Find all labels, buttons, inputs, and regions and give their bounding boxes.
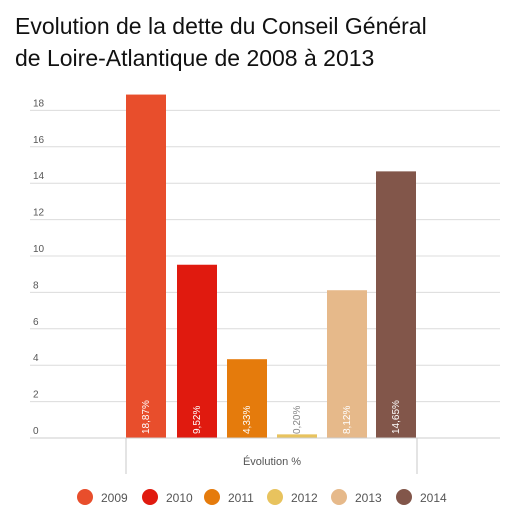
- chart-title-line-2: de Loire-Atlantique de 2008 à 2013: [15, 45, 375, 71]
- legend-swatch: [267, 489, 283, 505]
- y-tick-label: 12: [33, 208, 45, 219]
- legend-label: 2010: [166, 491, 193, 505]
- legend-swatch: [142, 489, 158, 505]
- bar-2013: [327, 290, 367, 438]
- bar-value-label: 4,33%: [242, 406, 253, 434]
- bar-value-label: 9,52%: [192, 406, 203, 434]
- legend: 2009 2010 2011 2012 2013 2014: [77, 489, 447, 505]
- legend-item-2014: 2014: [396, 489, 447, 505]
- legend-item-2011: 2011: [204, 489, 254, 505]
- y-tick-label: 10: [33, 244, 45, 255]
- x-axis-label: Évolution %: [243, 455, 301, 468]
- legend-label: 2012: [291, 491, 318, 505]
- y-tick-label: 4: [33, 353, 39, 364]
- y-tick-label: 6: [33, 317, 39, 328]
- bar-value-label: 18,87%: [141, 400, 152, 434]
- x-axis: [30, 437, 500, 474]
- legend-swatch: [396, 489, 412, 505]
- bar-2011: [227, 359, 267, 438]
- bar-2014: [376, 171, 416, 438]
- legend-item-2013: 2013: [331, 489, 382, 505]
- legend-label: 2013: [355, 491, 382, 505]
- legend-item-2009: 2009: [77, 489, 128, 505]
- chart-title: Evolution de la dette du Conseil Général…: [15, 10, 510, 74]
- bar-value-label: 0,20%: [292, 406, 303, 434]
- y-tick-label: 2: [33, 390, 39, 401]
- legend-label: 2011: [228, 491, 254, 505]
- y-tick-label: 0: [33, 426, 39, 437]
- legend-swatch: [331, 489, 347, 505]
- y-tick-label: 8: [33, 280, 39, 291]
- y-tick-label: 18: [33, 98, 45, 109]
- bar-2012: [277, 434, 317, 438]
- bar-2009: [126, 94, 166, 438]
- gridlines: [30, 109, 500, 403]
- legend-swatch: [77, 489, 93, 505]
- y-tick-label: 16: [33, 135, 45, 146]
- bar-value-label: 14,65%: [391, 400, 402, 434]
- legend-swatch: [204, 489, 220, 505]
- legend-item-2012: 2012: [267, 489, 318, 505]
- bar-2010: [177, 264, 217, 438]
- chart-title-line-1: Evolution de la dette du Conseil Général: [15, 13, 427, 39]
- bar-value-label: 8,12%: [342, 406, 353, 434]
- y-tick-label: 14: [33, 171, 45, 182]
- legend-label: 2014: [420, 491, 447, 505]
- bars: 18,87% 9,52% 4,33% 0,20% 8,12% 14,65%: [126, 94, 416, 438]
- legend-item-2010: 2010: [142, 489, 193, 505]
- y-axis-tick-labels: 0 2 4 6 8 10 12 14 16 18: [33, 98, 45, 437]
- legend-label: 2009: [101, 491, 128, 505]
